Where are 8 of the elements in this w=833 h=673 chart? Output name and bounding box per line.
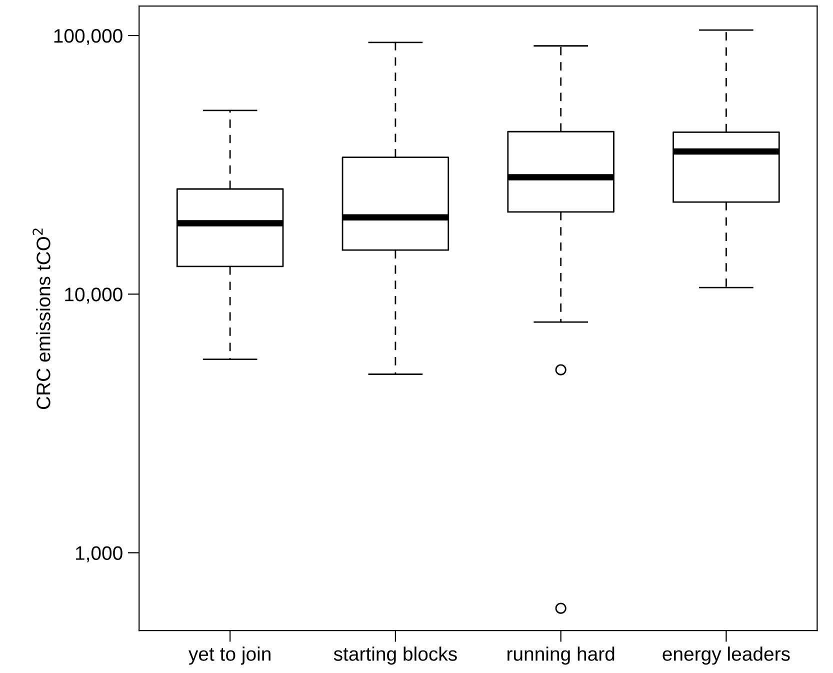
y-tick-label: 10,000	[65, 288, 122, 304]
x-tick-label: running hard	[508, 646, 614, 665]
y-axis-title: CRC emissions tCO$^{2}$	[32, 228, 50, 410]
y-tick-label: 100,000	[54, 28, 122, 46]
x-tick-label: yet to join	[188, 646, 270, 665]
x-tick-label: energy leaders	[662, 646, 790, 665]
x-tick-label: starting blocks	[334, 646, 457, 665]
y-tick-label: 1,000	[76, 546, 122, 562]
